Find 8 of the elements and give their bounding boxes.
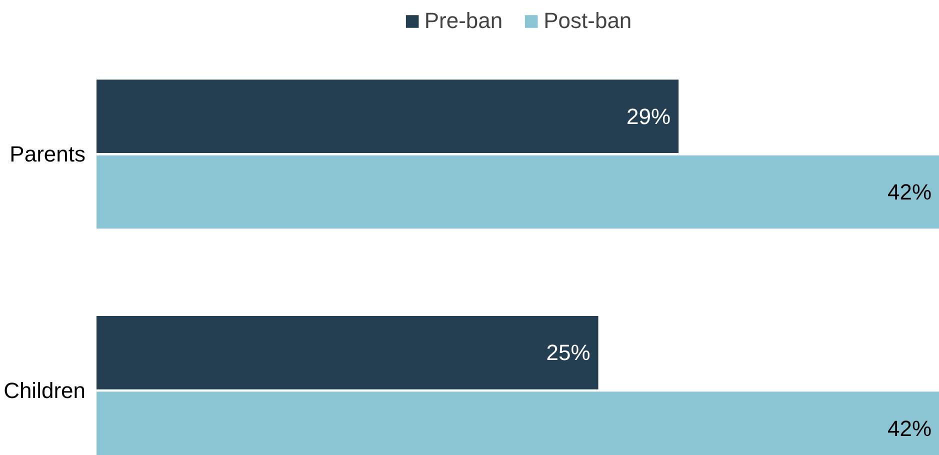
y-tick-label: Parents [10, 142, 86, 167]
data-label: 25% [546, 340, 590, 366]
data-label: 29% [626, 104, 671, 129]
y-tick-label: Children [4, 378, 86, 403]
data-label: 42% [887, 416, 932, 441]
data-label: 42% [887, 179, 932, 204]
legend-label: Post-ban [544, 8, 632, 34]
legend-label: Pre-ban [424, 8, 503, 34]
